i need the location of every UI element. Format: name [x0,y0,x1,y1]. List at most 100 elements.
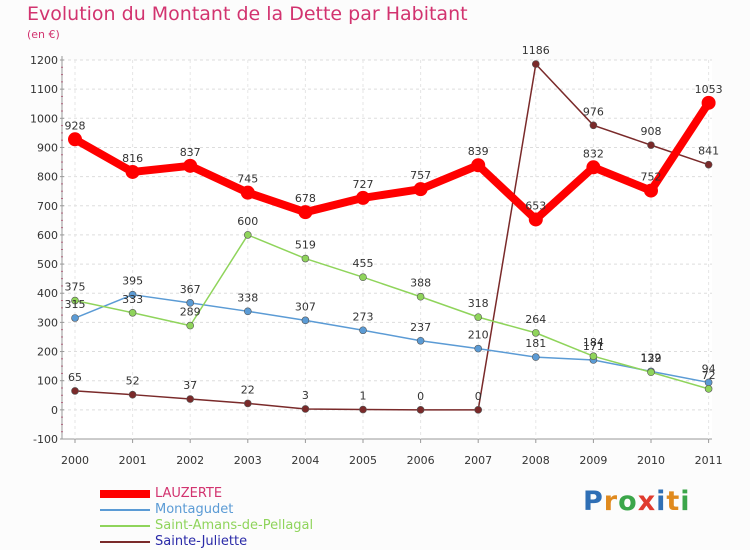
data-point [531,60,540,68]
data-point [128,390,137,399]
data-point [298,205,313,220]
data-point [413,182,428,197]
data-label: 375 [65,281,86,294]
data-point [359,326,367,335]
y-tick-label: 500 [37,258,58,271]
x-tick-label: 2000 [61,454,89,467]
plot-background [62,60,712,439]
data-point [186,299,194,307]
chart-unit: (en €) [27,28,60,41]
data-point [71,296,79,305]
data-label: 72 [702,369,716,382]
data-label: 455 [353,257,374,270]
data-label: 171 [583,340,604,353]
data-point [474,313,483,321]
data-label: 395 [122,275,143,288]
data-point [244,399,252,408]
data-point [471,158,486,173]
x-tick-label: 2001 [119,454,147,467]
data-label: 600 [237,215,258,228]
y-tick-label: 100 [37,375,58,388]
logo-letter: t [666,486,681,517]
y-tick-label: 800 [37,171,58,184]
data-label: 757 [410,169,431,182]
data-point [586,160,601,175]
data-point [71,387,79,395]
data-point [701,95,716,110]
data-label: 841 [698,145,719,158]
data-point [644,183,658,198]
logo-letter: o [618,486,638,517]
data-label: 837 [180,146,201,159]
data-point [240,185,255,200]
data-label: 52 [126,375,140,388]
series-line [74,63,710,411]
data-point [416,336,425,345]
data-label: 129 [641,352,662,365]
data-label: 908 [641,125,662,138]
y-tick-label: 1000 [30,112,58,125]
data-point [704,385,713,393]
data-label: 1 [360,390,367,403]
data-label: 264 [525,313,546,326]
y-tick-label: 600 [37,229,58,242]
data-point [474,406,483,414]
data-label: 678 [295,192,316,205]
legend-swatch [100,525,150,527]
data-point [68,132,82,147]
series-line [74,293,710,384]
data-point [183,158,198,173]
data-label: 1186 [522,44,550,57]
data-label: 3 [302,389,309,402]
x-tick-label: 2010 [637,454,665,467]
data-label: 333 [122,293,143,306]
logo-letter: P [583,486,604,517]
data-label: 976 [583,105,604,118]
y-tick-label: 1100 [30,83,58,96]
data-label: 745 [237,173,258,186]
data-label: 210 [468,329,489,342]
data-point [125,164,140,179]
data-label: 237 [410,321,431,334]
y-tick-label: 300 [37,316,58,329]
x-tick-label: 2011 [695,454,723,467]
y-tick-label: -100 [33,433,58,446]
legend-swatch [100,509,150,511]
data-point [244,231,252,239]
x-tick-label: 2008 [522,454,550,467]
data-point [531,329,540,337]
data-label: 0 [417,390,424,403]
x-tick-label: 2004 [291,454,319,467]
proxiti-logo: Proxiti [583,486,691,517]
legend-swatch [100,541,150,543]
data-label: 273 [353,310,374,323]
data-point [589,121,598,130]
data-label: 1053 [695,83,723,96]
chart-title: Evolution du Montant de la Dette par Hab… [27,3,468,25]
legend-label: Montagudet [155,502,234,517]
data-label: 367 [180,283,201,296]
data-point [647,141,655,149]
x-tick-label: 2002 [176,454,204,467]
data-label: 65 [68,371,82,384]
logo-letter: i [656,486,667,517]
data-label: 653 [525,199,546,212]
x-tick-label: 2003 [234,454,262,467]
legend-swatch [100,490,150,498]
y-tick-label: 200 [37,346,58,359]
data-point [359,273,367,281]
data-point [186,395,194,403]
x-tick-label: 2009 [579,454,607,467]
logo-letter: r [603,486,619,517]
x-tick-label: 2007 [464,454,492,467]
y-tick-label: 0 [51,404,58,417]
data-label: 839 [468,145,489,158]
data-point [589,352,598,361]
logo-letter: x [637,486,657,517]
data-point [71,314,79,322]
data-label: 318 [468,297,489,310]
data-label: 132 [641,351,662,364]
series-line [71,98,713,224]
data-label: 289 [180,306,201,319]
